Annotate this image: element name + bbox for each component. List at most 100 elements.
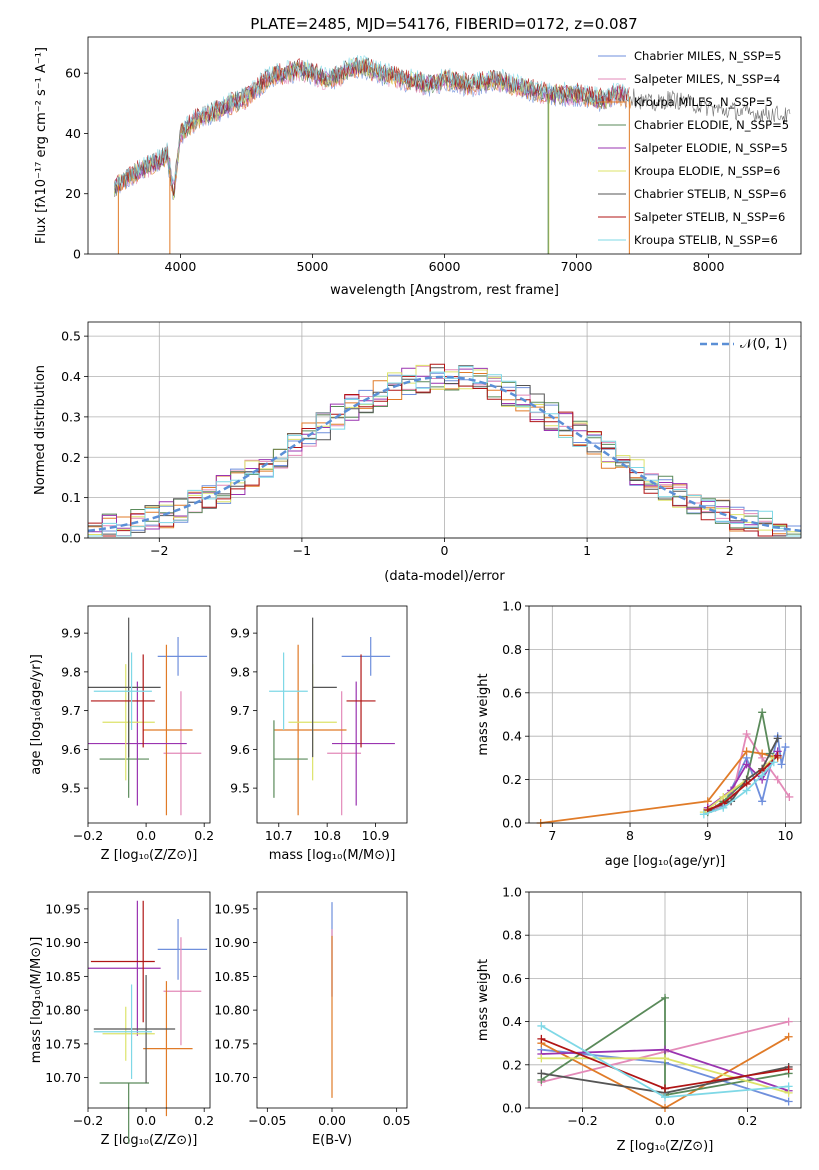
x-tick-label: 2 (726, 543, 734, 558)
x-tick-label: −2 (150, 543, 168, 558)
x-tick-label: 0 (441, 543, 449, 558)
y-tick-label: 9.9 (230, 626, 250, 641)
y-tick-label: 60 (65, 66, 81, 81)
x-axis-label: mass [log₁₀(M/M⊙)] (269, 848, 396, 863)
y-tick-label: 0.4 (502, 1014, 522, 1029)
weight-marker (769, 758, 778, 767)
legend-entry: Chabrier MILES, N_SSP=5 (634, 49, 781, 63)
y-tick-label: 10.95 (214, 901, 250, 916)
x-tick-label: −0.2 (73, 1113, 103, 1128)
axes-frame (87, 605, 211, 824)
y-tick-label: 0.2 (502, 1057, 522, 1072)
y-tick-label: 10.95 (45, 901, 81, 916)
x-tick-label: 6000 (429, 259, 461, 274)
x-axis-label: Z [log₁₀(Z/Z⊙)] (101, 1133, 198, 1148)
y-tick-label: 0.6 (502, 971, 522, 986)
legend-entry: Salpeter STELIB, N_SSP=6 (634, 210, 785, 224)
y-axis-label: Flux [fλ10⁻¹⁷ erg cm⁻² s⁻¹ A⁻¹] (34, 47, 49, 244)
weight-marker (758, 797, 767, 806)
y-axis-label: mass [log₁₀(M/M⊙)] (29, 937, 44, 1064)
figure-title: PLATE=2485, MJD=54176, FIBERID=0172, z=0… (250, 15, 637, 33)
x-axis-label: age [log₁₀(age/yr)] (605, 854, 726, 869)
y-tick-label: 9.7 (230, 703, 250, 718)
y-tick-label: 9.7 (61, 703, 81, 718)
x-tick-label: 10.7 (265, 828, 293, 843)
weight-marker (773, 751, 782, 760)
weight-marker (773, 775, 782, 784)
y-tick-label: 0.0 (502, 816, 522, 831)
x-tick-label: 0.0 (136, 1113, 156, 1128)
y-tick-label: 10.85 (45, 969, 81, 984)
spectrum-line (114, 61, 633, 195)
y-tick-label: 0.2 (61, 450, 81, 465)
x-tick-label: 0.05 (383, 1113, 411, 1128)
x-axis-label: E(B-V) (312, 1133, 352, 1148)
y-tick-label: 9.5 (230, 781, 250, 796)
x-tick-label: 10.8 (313, 828, 341, 843)
y-tick-label: 9.6 (61, 742, 81, 757)
x-tick-label: 0.00 (318, 1113, 346, 1128)
weight-marker (699, 810, 708, 819)
weight-marker (784, 1082, 793, 1091)
weight-marker (661, 1093, 669, 1102)
histogram-steps (88, 366, 801, 537)
weight-marker (537, 1021, 546, 1030)
y-tick-label: 10.80 (214, 1003, 250, 1018)
legend-entry: Salpeter MILES, N_SSP=4 (634, 72, 780, 86)
weight-marker (719, 803, 728, 812)
y-axis-label: mass weight (476, 673, 491, 755)
y-tick-label: 9.6 (230, 742, 250, 757)
y-tick-label: 0.8 (502, 642, 522, 657)
weight-marker (781, 743, 790, 752)
weight-marker (784, 1032, 793, 1041)
x-tick-label: 0.2 (194, 1113, 214, 1128)
axes-frame (528, 605, 802, 824)
legend-entry: 𝒩(0, 1) (740, 337, 787, 352)
weight-marker (784, 1065, 793, 1074)
spectrum-line (114, 63, 630, 201)
x-tick-label: −0.2 (73, 828, 103, 843)
x-tick-label: 0.2 (194, 828, 214, 843)
axes-frame (87, 891, 211, 1109)
y-tick-label: 20 (65, 186, 81, 201)
x-tick-label: −0.05 (248, 1113, 286, 1128)
weight-marker (661, 1045, 669, 1054)
weight-marker (661, 1054, 669, 1063)
axes-frame (87, 36, 802, 255)
weight-marker (784, 1017, 793, 1026)
x-axis-label: wavelength [Angstrom, rest frame] (330, 283, 559, 298)
x-axis-label: Z [log₁₀(Z/Z⊙)] (617, 1139, 714, 1154)
x-axis-label: Z [log₁₀(Z/Z⊙)] (101, 848, 198, 863)
y-tick-label: 0.5 (61, 329, 81, 344)
axes-frame (528, 891, 802, 1109)
y-axis-label: mass weight (476, 959, 491, 1041)
weight-marker (784, 1097, 793, 1106)
y-tick-label: 10.75 (45, 1036, 81, 1051)
x-tick-label: 8000 (693, 259, 725, 274)
y-tick-label: 9.8 (61, 664, 81, 679)
weight-marker (758, 749, 767, 758)
weight-marker (785, 792, 794, 801)
weight-marker (661, 1084, 669, 1093)
spectrum-line (114, 55, 630, 188)
y-tick-label: 0.4 (502, 729, 522, 744)
y-tick-label: 10.80 (45, 1003, 81, 1018)
x-tick-label: 10 (778, 828, 794, 843)
normal-curve (87, 375, 802, 533)
x-tick-label: 7000 (561, 259, 593, 274)
x-tick-label: 9 (704, 828, 712, 843)
y-tick-label: 0.6 (502, 685, 522, 700)
spectrum-line (114, 57, 630, 196)
weight-marker (661, 993, 669, 1002)
weight-marker (758, 708, 767, 717)
weight-marker (742, 747, 751, 756)
legend-entry: Kroupa ELODIE, N_SSP=6 (634, 164, 780, 178)
x-tick-label: 0.0 (136, 828, 156, 843)
x-tick-label: 0.0 (655, 1113, 675, 1128)
y-tick-label: 0.1 (61, 490, 81, 505)
weight-marker (537, 1054, 546, 1063)
y-axis-label: age [log₁₀(age/yr)] (29, 654, 44, 775)
histogram-steps (88, 363, 801, 537)
y-tick-label: 0.2 (502, 772, 522, 787)
